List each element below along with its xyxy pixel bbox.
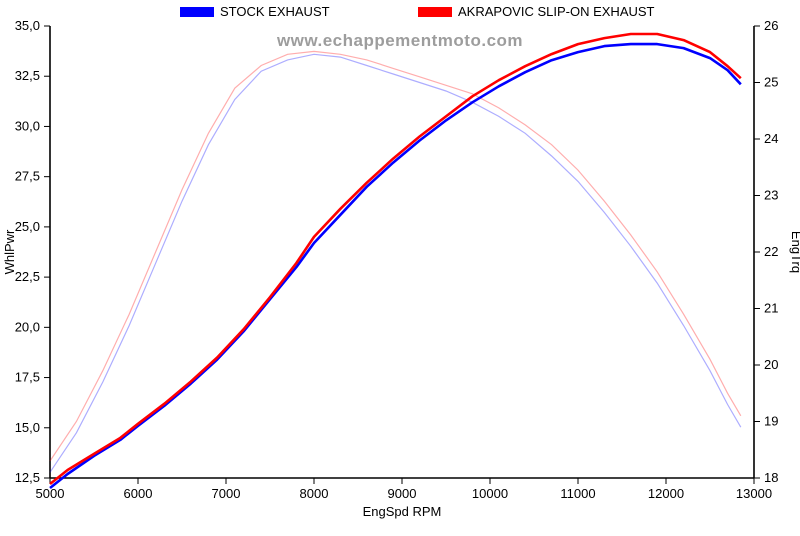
yL-tick-label: 32,5 xyxy=(15,68,40,83)
x-axis-label: EngSpd RPM xyxy=(363,504,442,519)
yR-tick-label: 19 xyxy=(764,414,778,429)
yL-tick-label: 25,0 xyxy=(15,219,40,234)
x-tick-label: 12000 xyxy=(648,486,684,501)
x-tick-label: 11000 xyxy=(560,486,595,501)
yL-tick-label: 27,5 xyxy=(15,169,40,184)
x-tick-label: 8000 xyxy=(300,486,329,501)
yL-tick-label: 20,0 xyxy=(15,319,40,334)
torque-line-stock xyxy=(50,54,741,472)
yR-tick-label: 23 xyxy=(764,188,778,203)
yR-tick-label: 20 xyxy=(764,357,778,372)
yL-tick-label: 12,5 xyxy=(15,470,40,485)
yL-tick-label: 35,0 xyxy=(15,18,40,33)
x-tick-label: 13000 xyxy=(736,486,772,501)
y-left-label: WhlPwr xyxy=(2,229,17,274)
yL-tick-label: 15,0 xyxy=(15,420,40,435)
plot-area: 5000 6000 7000 8000 9000 10000 11000 12000 13000… xyxy=(0,0,800,536)
power-line-stock xyxy=(50,44,741,488)
x-tick-label: 10000 xyxy=(472,486,508,501)
watermark: www.echappementmoto.com xyxy=(276,31,523,50)
power-line-akra xyxy=(50,34,741,484)
x-tick-label: 6000 xyxy=(124,486,153,501)
yR-tick-label: 24 xyxy=(764,131,778,146)
yR-tick-label: 22 xyxy=(764,244,778,259)
dyno-chart: STOCK EXHAUST AKRAPOVIC SLIP-ON EXHAUST … xyxy=(0,0,800,536)
yL-tick-label: 30,0 xyxy=(15,118,40,133)
yR-tick-label: 18 xyxy=(764,470,778,485)
yR-tick-label: 25 xyxy=(764,75,778,90)
yL-tick-label: 22,5 xyxy=(15,269,40,284)
yL-tick-label: 17,5 xyxy=(15,370,40,385)
yR-tick-label: 26 xyxy=(764,18,778,33)
x-tick-label: 5000 xyxy=(36,486,65,501)
chart-svg: 5000 6000 7000 8000 9000 10000 11000 12000 13000… xyxy=(0,0,800,536)
yR-tick-label: 21 xyxy=(764,301,778,316)
y-right-label: EngTrq xyxy=(789,231,800,273)
x-tick-label: 9000 xyxy=(388,486,417,501)
x-tick-label: 7000 xyxy=(212,486,241,501)
